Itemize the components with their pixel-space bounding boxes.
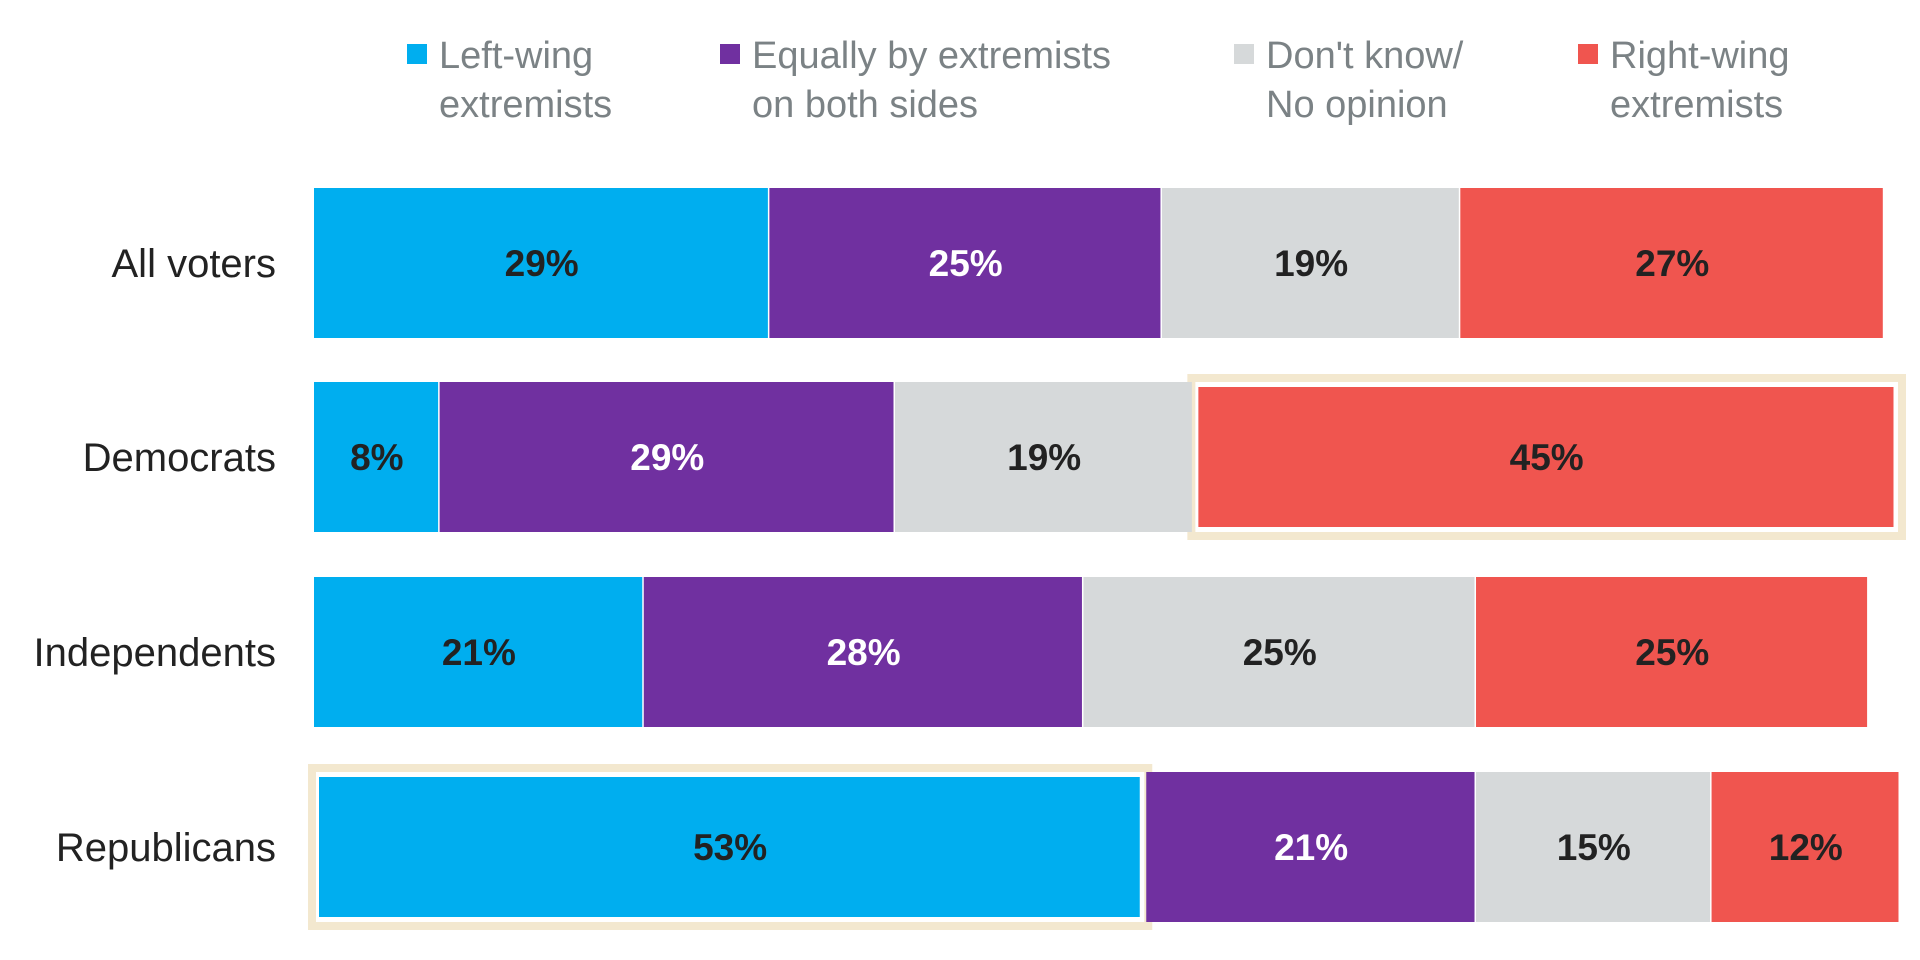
bar-all-voters-left-wing-extremists [314, 188, 768, 338]
category-label-independents: Independents [34, 631, 276, 675]
bar-label-all-voters-right-wing-extremists: 27% [1635, 243, 1709, 284]
bar-republicans-left-wing-extremists [319, 777, 1140, 917]
legend-swatch-don-t-know-no-opinion [1234, 44, 1254, 64]
legend-swatch-left-wing-extremists [407, 44, 427, 64]
bars [314, 188, 1899, 922]
bar-democrats-left-wing-extremists [314, 382, 439, 532]
legend-label-right-wing-extremists: Right-wing extremists [1610, 35, 1790, 126]
bar-all-voters-don-t-know-no-opinion [1161, 188, 1459, 338]
bar-republicans-don-t-know-no-opinion [1476, 772, 1711, 922]
category-labels: All voters Democrats Independents Republica… [34, 242, 276, 870]
bar-label-all-voters-equally-by-extremists-on-both-sides: 25% [929, 243, 1003, 284]
legend-label-equally-by-extremists-on-both-sides: Equally by extremists on both sides [752, 35, 1111, 126]
bar-democrats-right-wing-extremists [1198, 387, 1894, 527]
bar-label-democrats-equally-by-extremists-on-both-sides: 29% [630, 437, 704, 478]
bar-label-independents-right-wing-extremists: 25% [1635, 632, 1709, 673]
bar-democrats-equally-by-extremists-on-both-sides [439, 382, 894, 532]
bar-independents-right-wing-extremists [1476, 577, 1868, 727]
bar-label-democrats-right-wing-extremists: 45% [1510, 437, 1584, 478]
bar-label-republicans-left-wing-extremists: 53% [693, 827, 767, 868]
bar-independents-don-t-know-no-opinion [1083, 577, 1475, 727]
bar-label-republicans-don-t-know-no-opinion: 15% [1557, 827, 1631, 868]
legend-swatch-right-wing-extremists [1578, 44, 1598, 64]
legend-label-left-wing-extremists: Left-wing extremists [439, 35, 612, 126]
bar-value-labels: 29% 25% 19% 27% 8% 29% 19% 45% 21% 28% 25% 25% 53% 21… [350, 243, 1843, 868]
legend-swatch-equally-by-extremists-on-both-sides [720, 44, 740, 64]
bar-republicans-equally-by-extremists-on-both-sides [1146, 772, 1475, 922]
bar-independents-equally-by-extremists-on-both-sides [643, 577, 1082, 727]
bar-independents-left-wing-extremists [314, 577, 643, 727]
bar-label-independents-left-wing-extremists: 21% [442, 632, 516, 673]
bar-label-democrats-don-t-know-no-opinion: 19% [1007, 437, 1081, 478]
category-label-republicans: Republicans [56, 826, 276, 870]
bar-label-independents-equally-by-extremists-on-both-sides: 28% [827, 632, 901, 673]
bar-label-democrats-left-wing-extremists: 8% [350, 437, 403, 478]
bar-republicans-right-wing-extremists [1711, 772, 1899, 922]
bar-label-republicans-right-wing-extremists: 12% [1769, 827, 1843, 868]
bar-label-republicans-equally-by-extremists-on-both-sides: 21% [1274, 827, 1348, 868]
bar-all-voters-equally-by-extremists-on-both-sides [769, 188, 1161, 338]
category-label-all-voters: All voters [112, 242, 277, 286]
bar-label-independents-don-t-know-no-opinion: 25% [1243, 632, 1317, 673]
legend-label-don-t-know-no-opinion: Don't know/No opinion [1266, 35, 1464, 126]
legend: Left-wing extremists Equally by extremists… [407, 35, 1790, 126]
bar-label-all-voters-don-t-know-no-opinion: 19% [1274, 243, 1348, 284]
bar-democrats-don-t-know-no-opinion [895, 382, 1192, 532]
bar-label-all-voters-left-wing-extremists: 29% [505, 243, 579, 284]
category-label-democrats: Democrats [83, 436, 276, 480]
bar-all-voters-right-wing-extremists [1460, 188, 1883, 338]
